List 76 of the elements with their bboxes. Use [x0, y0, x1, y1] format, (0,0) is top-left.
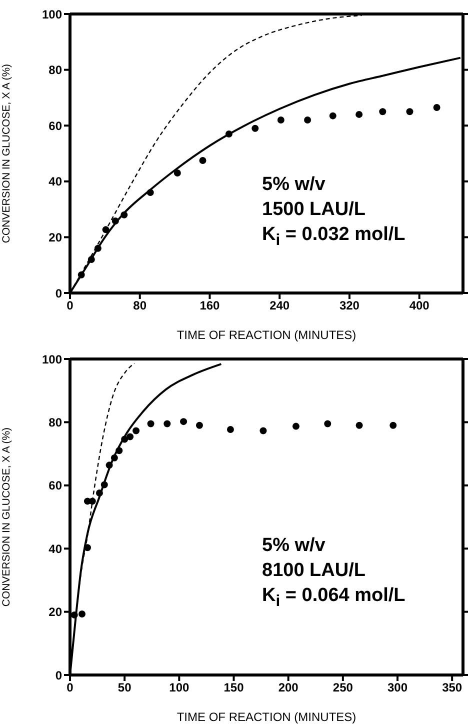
y-axis-title: CONVERSION IN GLUCOSE, X A (%) [0, 64, 13, 244]
x-tick-label: 200 [278, 680, 299, 695]
point [196, 422, 203, 429]
annotation: 5% w/v [262, 534, 326, 558]
point [78, 610, 86, 618]
annotation: 8100 LAU/L [262, 559, 366, 583]
point [110, 454, 118, 462]
y-tick-label: 100 [42, 352, 62, 366]
point [225, 130, 232, 138]
point [84, 544, 91, 552]
annotation: K$_{i}$ = 0.032 mol/L [262, 223, 406, 251]
x-tick-label: 400 [409, 298, 430, 313]
point [180, 418, 188, 426]
annotation: 5% w/v [262, 173, 326, 197]
point [100, 481, 108, 488]
x-tick-label: 80 [133, 298, 147, 313]
point [106, 462, 113, 469]
x-axis-title: TIME OF REACTION (MINUTES) [176, 328, 356, 342]
y-tick-label: 40 [48, 174, 62, 189]
point [379, 108, 386, 116]
point [121, 436, 128, 443]
x-tick-label: 300 [387, 680, 408, 695]
point [260, 427, 267, 434]
point [120, 211, 128, 218]
point [132, 427, 140, 434]
point [70, 611, 78, 618]
point [277, 116, 284, 124]
point [112, 218, 119, 225]
point [146, 189, 154, 196]
point [324, 420, 332, 428]
point [174, 170, 181, 177]
x-tick-label: 250 [332, 680, 354, 695]
x-tick-label: 150 [224, 680, 244, 695]
annotation: 1500 LAU/L [262, 198, 366, 222]
x-tick-label: 160 [200, 298, 220, 313]
point [78, 271, 85, 278]
point [433, 104, 440, 111]
y-tick-label: 80 [48, 63, 62, 78]
point [88, 498, 96, 505]
y-tick-label: 0 [55, 668, 62, 682]
point [88, 256, 95, 264]
point [102, 226, 110, 234]
y-tick-label: 60 [48, 118, 62, 133]
x-tick-label: 100 [169, 680, 190, 695]
y-tick-label: 20 [48, 605, 62, 620]
point [226, 426, 234, 433]
x-tick-label: 0 [66, 680, 74, 695]
y-axis-title: CONVERSION IN GLUCOSE, X A (%) [0, 427, 13, 607]
point [292, 422, 300, 430]
x-tick-label: 350 [442, 680, 462, 695]
point [329, 112, 336, 120]
point [252, 124, 259, 132]
x-axis-title: TIME OF REACTION (MINUTES) [176, 710, 356, 724]
y-tick-label: 100 [42, 7, 62, 22]
point [94, 244, 102, 252]
annotation: K$_{i}$ = 0.064 mol/L [262, 584, 406, 612]
y-tick-label: 60 [48, 478, 62, 493]
x-tick-label: 0 [66, 298, 74, 313]
y-tick-label: 80 [48, 415, 62, 430]
point [304, 116, 312, 124]
point [96, 489, 103, 496]
point [406, 108, 414, 116]
point [126, 433, 134, 440]
y-tick-label: 0 [55, 286, 62, 300]
x-tick-label: 320 [339, 298, 360, 313]
point [147, 420, 154, 428]
point [356, 422, 363, 429]
point [390, 422, 397, 429]
point [116, 447, 123, 454]
y-tick-label: 20 [48, 230, 62, 244]
y-tick-label: 40 [48, 542, 62, 556]
point [164, 420, 171, 428]
x-tick-label: 50 [118, 680, 132, 695]
point [356, 110, 363, 118]
x-tick-label: 240 [270, 298, 290, 313]
point [199, 156, 206, 164]
